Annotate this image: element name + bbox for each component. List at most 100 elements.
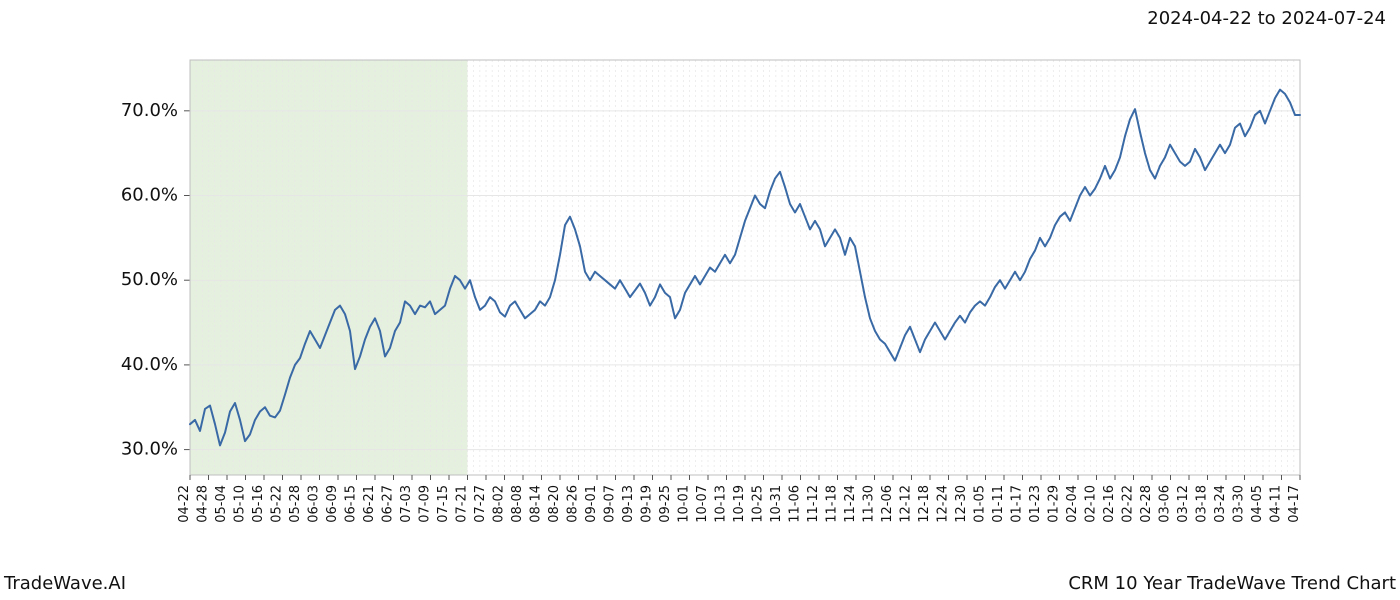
svg-text:03-30: 03-30 xyxy=(1232,485,1247,523)
svg-text:40.0%: 40.0% xyxy=(121,354,178,375)
svg-text:04-05: 04-05 xyxy=(1250,485,1265,523)
x-tick: 11-18 xyxy=(825,485,840,523)
svg-text:12-30: 12-30 xyxy=(954,485,969,523)
svg-text:05-28: 05-28 xyxy=(288,485,303,523)
svg-text:02-16: 02-16 xyxy=(1102,485,1117,523)
svg-text:10-19: 10-19 xyxy=(732,485,747,523)
svg-text:08-08: 08-08 xyxy=(510,485,525,523)
x-tick: 04-28 xyxy=(196,485,211,523)
svg-text:08-02: 08-02 xyxy=(492,485,507,523)
x-tick: 10-25 xyxy=(751,485,766,523)
svg-text:09-19: 09-19 xyxy=(640,485,655,523)
x-tick: 04-05 xyxy=(1250,485,1265,523)
svg-text:08-26: 08-26 xyxy=(566,485,581,523)
svg-text:07-15: 07-15 xyxy=(436,485,451,523)
svg-text:09-01: 09-01 xyxy=(584,485,599,523)
svg-text:06-21: 06-21 xyxy=(362,485,377,523)
x-tick: 04-11 xyxy=(1269,485,1284,523)
x-tick: 09-13 xyxy=(621,485,636,523)
svg-text:05-22: 05-22 xyxy=(270,485,285,523)
x-tick: 06-03 xyxy=(307,485,322,523)
x-tick: 07-15 xyxy=(436,485,451,523)
x-tick: 02-22 xyxy=(1121,485,1136,523)
x-tick: 07-27 xyxy=(473,485,488,523)
footer-brand: TradeWave.AI xyxy=(4,573,126,594)
svg-text:02-28: 02-28 xyxy=(1139,485,1154,523)
x-tick: 11-30 xyxy=(862,485,877,523)
x-tick: 02-28 xyxy=(1139,485,1154,523)
x-tick: 10-07 xyxy=(695,485,710,523)
svg-text:08-20: 08-20 xyxy=(547,485,562,523)
svg-text:04-17: 04-17 xyxy=(1287,485,1302,523)
svg-text:04-22: 04-22 xyxy=(177,485,192,523)
x-tick: 02-16 xyxy=(1102,485,1117,523)
svg-text:04-28: 04-28 xyxy=(196,485,211,523)
x-tick: 04-17 xyxy=(1287,485,1302,523)
svg-text:06-03: 06-03 xyxy=(307,485,322,523)
x-tick: 03-18 xyxy=(1195,485,1210,523)
x-tick: 01-29 xyxy=(1047,485,1062,523)
x-tick: 11-24 xyxy=(843,485,858,523)
x-tick: 05-22 xyxy=(270,485,285,523)
x-tick: 03-12 xyxy=(1176,485,1191,523)
x-tick: 12-30 xyxy=(954,485,969,523)
x-tick: 07-09 xyxy=(418,485,433,523)
y-tick: 30.0% xyxy=(121,439,178,460)
x-tick: 07-21 xyxy=(455,485,470,523)
svg-text:11-30: 11-30 xyxy=(862,485,877,523)
x-tick: 09-19 xyxy=(640,485,655,523)
x-tick: 09-01 xyxy=(584,485,599,523)
svg-text:12-06: 12-06 xyxy=(880,485,895,523)
svg-text:07-27: 07-27 xyxy=(473,485,488,523)
svg-text:05-04: 05-04 xyxy=(214,485,229,523)
x-tick: 10-31 xyxy=(769,485,784,523)
x-tick: 08-26 xyxy=(566,485,581,523)
y-tick: 70.0% xyxy=(121,100,178,121)
x-tick: 08-20 xyxy=(547,485,562,523)
svg-text:06-15: 06-15 xyxy=(344,485,359,523)
svg-text:01-05: 01-05 xyxy=(973,485,988,523)
svg-text:12-24: 12-24 xyxy=(936,485,951,523)
svg-text:08-14: 08-14 xyxy=(529,485,544,523)
x-tick: 04-22 xyxy=(177,485,192,523)
svg-text:02-10: 02-10 xyxy=(1084,485,1099,523)
x-tick: 11-12 xyxy=(806,485,821,523)
svg-text:10-01: 10-01 xyxy=(677,485,692,523)
svg-text:10-25: 10-25 xyxy=(751,485,766,523)
svg-text:07-03: 07-03 xyxy=(399,485,414,523)
x-tick: 12-18 xyxy=(917,485,932,523)
x-tick: 03-24 xyxy=(1213,485,1228,523)
x-tick: 12-12 xyxy=(899,485,914,523)
x-tick: 01-17 xyxy=(1010,485,1025,523)
svg-text:09-13: 09-13 xyxy=(621,485,636,523)
y-tick: 40.0% xyxy=(121,354,178,375)
svg-text:50.0%: 50.0% xyxy=(121,269,178,290)
x-tick: 09-25 xyxy=(658,485,673,523)
highlight-region xyxy=(190,60,468,475)
svg-text:30.0%: 30.0% xyxy=(121,439,178,460)
y-tick: 50.0% xyxy=(121,269,178,290)
svg-text:03-24: 03-24 xyxy=(1213,485,1228,523)
svg-text:10-31: 10-31 xyxy=(769,485,784,523)
x-tick: 10-19 xyxy=(732,485,747,523)
svg-text:09-25: 09-25 xyxy=(658,485,673,523)
x-tick: 01-11 xyxy=(991,485,1006,523)
svg-text:11-18: 11-18 xyxy=(825,485,840,523)
trend-chart: 30.0% 40.0% 50.0% 60.0% 70.0% 04-22 04-2805-04… xyxy=(0,0,1400,560)
svg-text:02-22: 02-22 xyxy=(1121,485,1136,523)
x-tick: 03-30 xyxy=(1232,485,1247,523)
x-tick: 05-28 xyxy=(288,485,303,523)
x-tick: 05-16 xyxy=(251,485,266,523)
x-tick: 10-01 xyxy=(677,485,692,523)
svg-text:11-06: 11-06 xyxy=(788,485,803,523)
svg-text:06-27: 06-27 xyxy=(381,485,396,523)
svg-text:06-09: 06-09 xyxy=(325,485,340,523)
x-tick: 06-15 xyxy=(344,485,359,523)
svg-text:10-13: 10-13 xyxy=(714,485,729,523)
svg-text:60.0%: 60.0% xyxy=(121,185,178,206)
svg-text:01-11: 01-11 xyxy=(991,485,1006,523)
svg-text:01-23: 01-23 xyxy=(1028,485,1043,523)
x-tick: 09-07 xyxy=(603,485,618,523)
x-tick: 07-03 xyxy=(399,485,414,523)
x-tick: 10-13 xyxy=(714,485,729,523)
